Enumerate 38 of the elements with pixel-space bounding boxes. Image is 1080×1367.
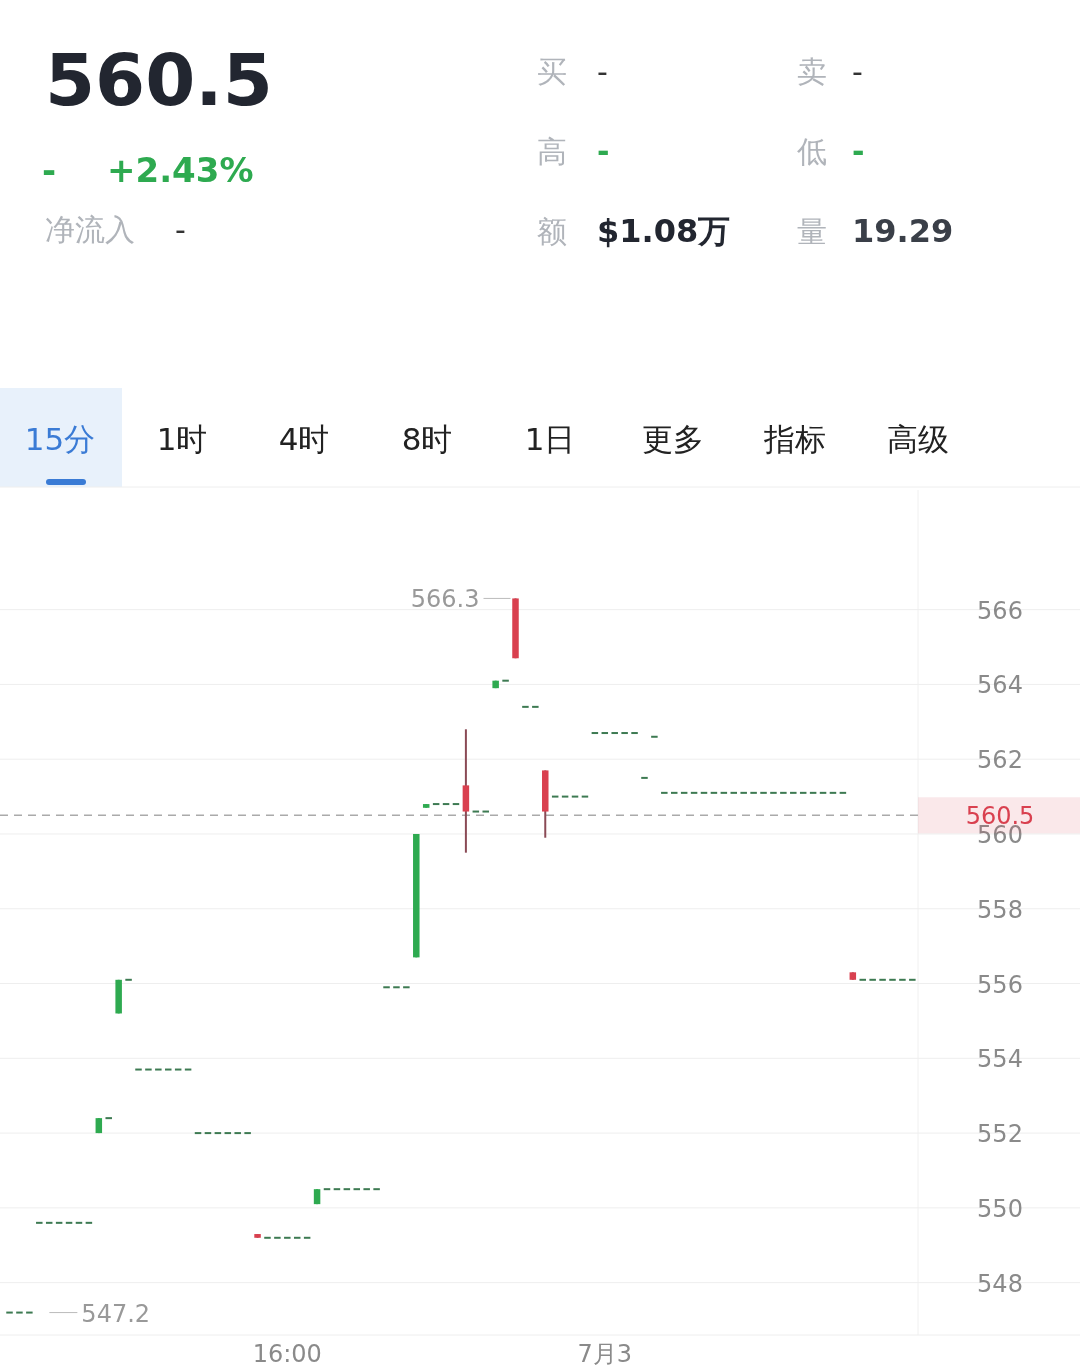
y-tick-label: 558 xyxy=(977,895,1023,924)
x-tick-label: 7月3 xyxy=(577,1340,633,1367)
y-tick-label: 548 xyxy=(977,1269,1023,1298)
text: 4时 xyxy=(278,421,330,457)
text: 卖 xyxy=(797,54,827,89)
text: 净流入 xyxy=(45,212,135,247)
text: 高 xyxy=(537,134,567,169)
text: 高级 xyxy=(887,421,949,457)
y-tick-label: 566 xyxy=(977,596,1023,625)
text: 19.29 xyxy=(852,212,954,250)
text: - xyxy=(852,134,865,169)
text: 560.5 xyxy=(45,38,273,122)
y-tick-label: 564 xyxy=(977,671,1023,700)
y-tick-label: 554 xyxy=(977,1045,1023,1074)
annotation: 566.3 xyxy=(410,585,480,614)
text: 15分 xyxy=(24,421,96,457)
text: 买 xyxy=(537,54,567,89)
text: - xyxy=(597,134,610,169)
y-tick-label: 552 xyxy=(977,1120,1023,1149)
text: 1日 xyxy=(524,421,576,457)
text: $1.08万 xyxy=(597,212,731,250)
text: 1时 xyxy=(156,421,208,457)
x-tick-label: 16:00 xyxy=(252,1340,322,1367)
text: 指标 xyxy=(763,421,826,457)
text: 更多 xyxy=(642,421,704,457)
y-tick-label: 556 xyxy=(977,970,1023,999)
text: 低 xyxy=(797,134,827,169)
text: 8时 xyxy=(401,421,453,457)
text: - xyxy=(852,54,863,89)
annotation: 547.2 xyxy=(81,1299,151,1328)
text: 额 xyxy=(537,214,567,249)
text: - xyxy=(42,150,57,190)
text: 量 xyxy=(797,214,827,249)
y-tick-label: 562 xyxy=(977,746,1023,775)
y-tick-label: 550 xyxy=(977,1194,1023,1223)
text: - xyxy=(175,212,186,247)
text: - xyxy=(597,54,608,89)
text: +2.43% xyxy=(107,150,254,190)
